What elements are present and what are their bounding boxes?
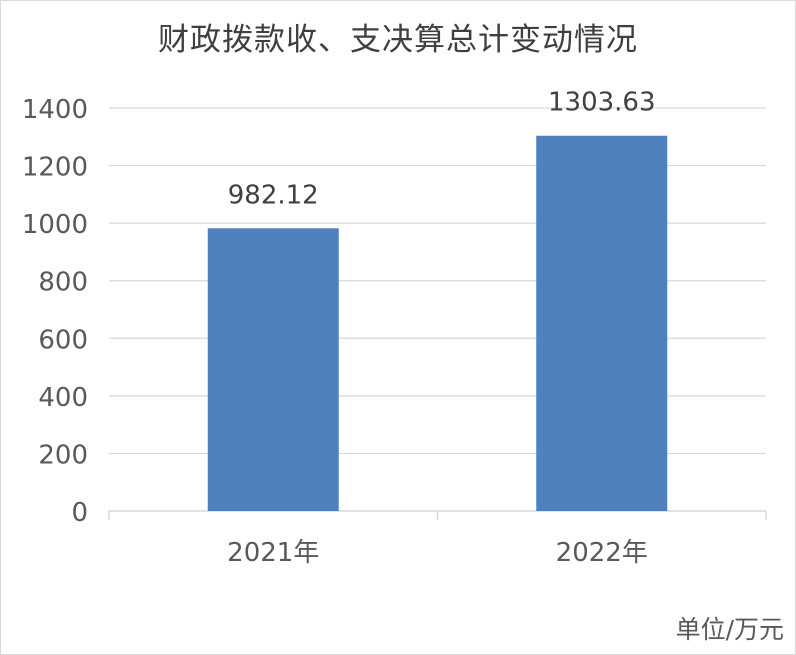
chart-title: 财政拨款收、支决算总计变动情况: [158, 22, 638, 58]
bar: [536, 135, 668, 512]
y-tick-label: 1400: [22, 95, 88, 125]
y-tick-label: 1200: [22, 153, 88, 183]
data-label: 982.12: [228, 180, 319, 210]
y-tick-label: 400: [38, 383, 88, 413]
y-tick-label: 0: [71, 498, 88, 528]
unit-note: 单位/万元: [675, 615, 784, 644]
x-tick-label: 2021年: [227, 538, 319, 568]
bar: [207, 228, 339, 512]
y-tick-label: 1000: [22, 210, 88, 240]
y-tick-label: 800: [38, 268, 88, 298]
y-tick-label: 600: [38, 325, 88, 355]
y-tick-label: 200: [38, 440, 88, 470]
data-label: 1303.63: [548, 88, 656, 118]
x-tick-label: 2022年: [556, 538, 648, 568]
